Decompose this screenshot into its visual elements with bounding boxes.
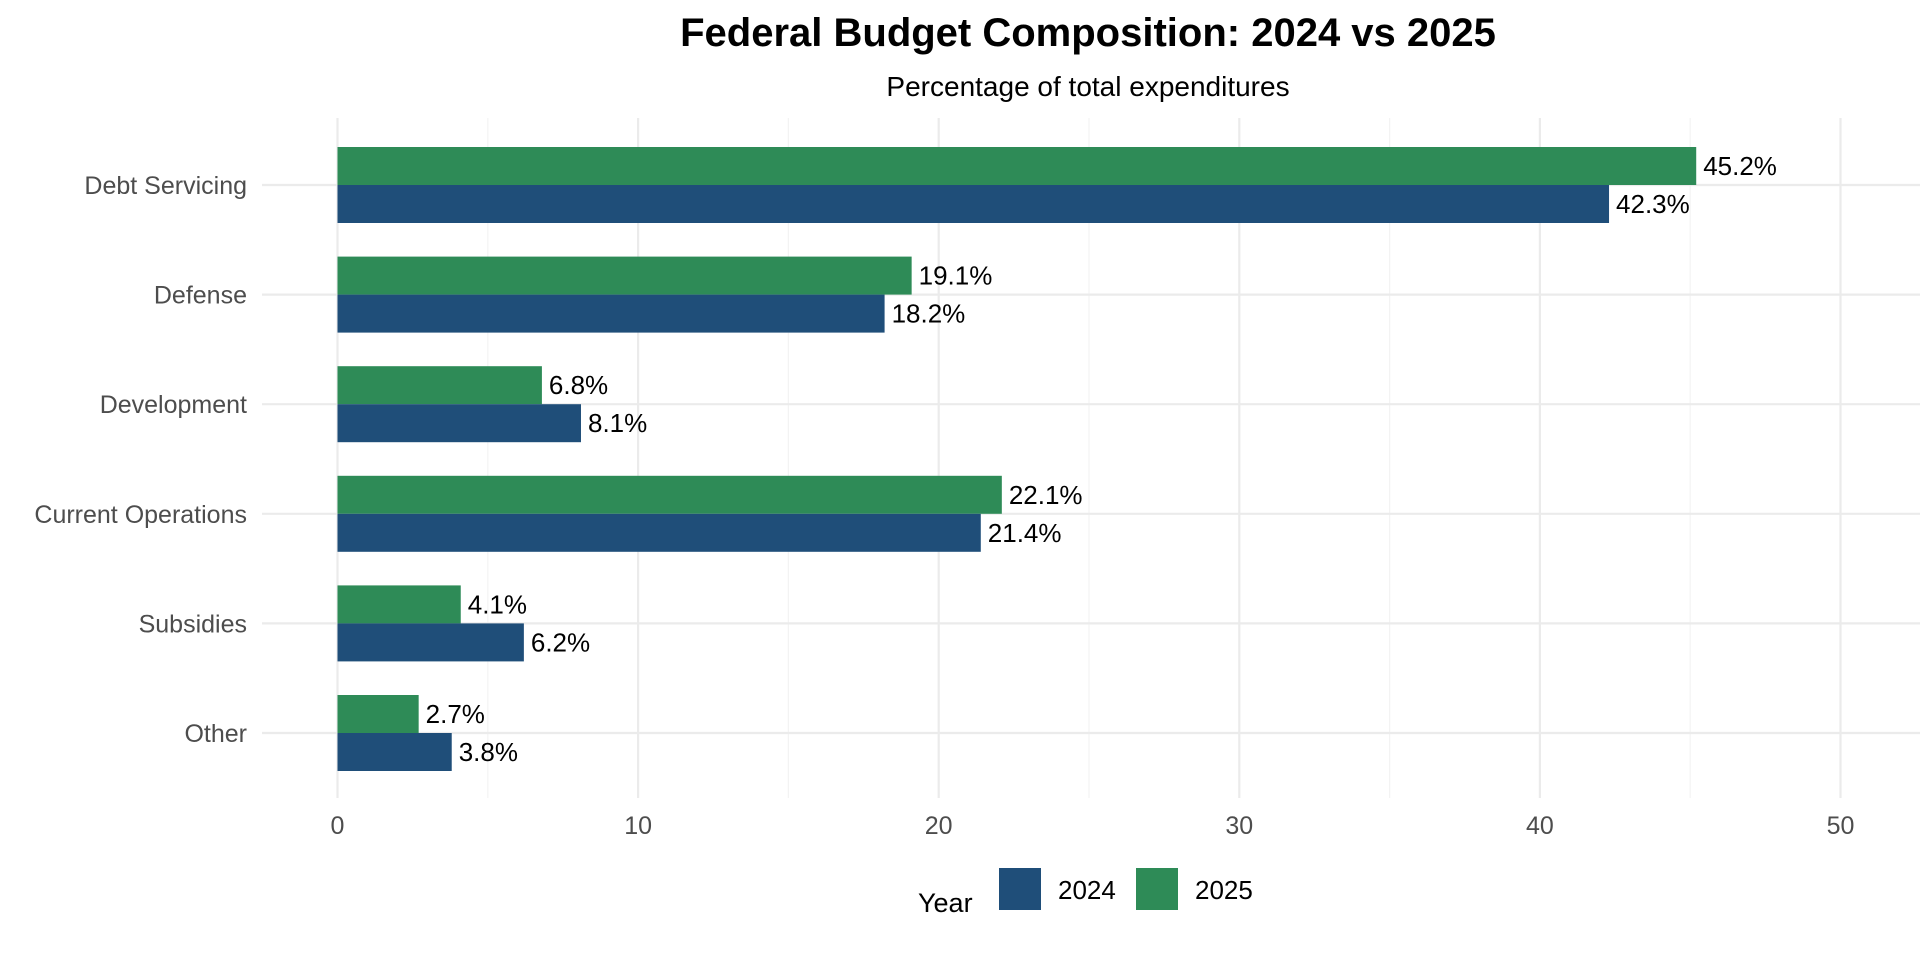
x-tick-label: 0	[331, 812, 345, 840]
legend-key-2024	[999, 868, 1041, 910]
bar-2024	[337, 404, 581, 443]
y-tick-label: Current Operations	[34, 501, 247, 529]
bar-label-2024: 3.8%	[459, 737, 518, 767]
bar-label-2024: 8.1%	[588, 408, 647, 438]
bar-label-2024: 6.2%	[531, 627, 590, 657]
bar-label-2024: 18.2%	[892, 299, 966, 329]
x-tick-label: 30	[1225, 812, 1253, 840]
x-tick-label: 50	[1827, 812, 1855, 840]
bar-label-2025: 6.8%	[549, 370, 608, 400]
bar-2025	[337, 585, 461, 624]
legend-label-2024: 2024	[1058, 875, 1116, 905]
bar-2025	[337, 475, 1002, 514]
bar-2025	[337, 256, 912, 295]
x-tick-label: 40	[1526, 812, 1554, 840]
bar-label-2024: 21.4%	[988, 518, 1062, 548]
x-axis: 0 10 20 30 40 50	[331, 812, 1855, 840]
bar-2024	[337, 513, 981, 552]
legend-label-2025: 2025	[1195, 875, 1253, 905]
x-tick-label: 10	[624, 812, 652, 840]
bar-label-2025: 2.7%	[426, 699, 485, 729]
legend-key-2025	[1136, 868, 1178, 910]
bar-label-2025: 4.1%	[468, 589, 527, 619]
bar-2025	[337, 695, 419, 733]
bar-2024	[337, 185, 1610, 223]
bar-2024	[337, 623, 524, 662]
bar-label-2025: 45.2%	[1703, 151, 1777, 181]
y-tick-label: Development	[100, 391, 247, 419]
chart-subtitle: Percentage of total expenditures	[886, 71, 1289, 102]
bar-2025	[337, 147, 1697, 185]
bar-label-2024: 42.3%	[1616, 189, 1690, 219]
bars	[337, 147, 1697, 771]
bar-label-2025: 22.1%	[1009, 480, 1083, 510]
y-tick-label: Subsidies	[139, 610, 247, 638]
chart-title: Federal Budget Composition: 2024 vs 2025	[680, 11, 1496, 55]
legend-title: Year	[918, 888, 973, 918]
y-tick-label: Debt Servicing	[84, 172, 247, 200]
x-tick-label: 20	[925, 812, 953, 840]
y-tick-label: Other	[184, 720, 247, 748]
bar-2024	[337, 733, 452, 771]
bar-labels: 45.2% 42.3% 19.1% 18.2% 6.8% 8.1% 22.1% 21.4% 4.…	[426, 151, 1777, 767]
y-tick-label: Defense	[154, 282, 247, 310]
bar-label-2025: 19.1%	[919, 261, 993, 291]
bar-2025	[337, 366, 542, 405]
bar-2024	[337, 294, 885, 333]
legend: Year 2024 2025	[918, 868, 1253, 918]
y-axis: Debt Servicing Defense Development Current …	[34, 172, 247, 748]
